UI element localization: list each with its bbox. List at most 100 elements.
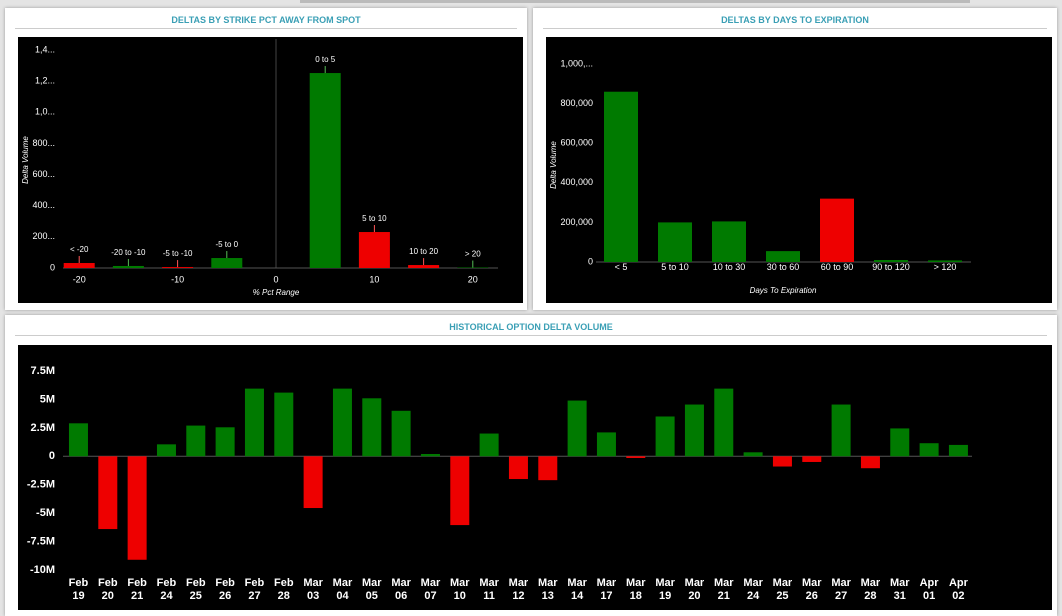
bar (479, 433, 499, 457)
bar (860, 456, 880, 469)
x-tick-label: Mar 06 (391, 577, 411, 602)
data-label: -5 to 0 (215, 240, 238, 249)
x-tick-label: 0 (273, 274, 278, 284)
rule (543, 28, 1047, 29)
x-tick-label: Mar 04 (332, 577, 353, 602)
chart: 7.5M 5M 2.5M 0 -2.5M -5M -7.5M -10M (27, 365, 972, 576)
x-tick-label: Mar 12 (508, 577, 529, 602)
bar (215, 427, 235, 457)
bar (450, 456, 470, 526)
bar (112, 265, 144, 268)
bar (928, 260, 962, 262)
x-tick-label: -20 (73, 274, 86, 284)
y-tick-label: 0 (50, 262, 55, 272)
x-tick-label: Mar 18 (625, 577, 646, 602)
x-tick-label: Mar 17 (596, 577, 617, 602)
y-tick-label: 200,000 (560, 217, 593, 227)
y-tick-label: 0 (49, 450, 55, 462)
bar (684, 404, 704, 457)
data-label: 10 to 20 (409, 247, 438, 256)
bar (658, 222, 692, 262)
y-tick-label: 1,000,... (560, 58, 593, 68)
x-tick-label: Mar 03 (303, 577, 323, 602)
y-tick-label: -2.5M (27, 479, 55, 491)
bar (714, 388, 734, 457)
bar (186, 425, 206, 457)
x-tick-label: Mar 10 (450, 577, 470, 602)
bar (63, 263, 95, 268)
bar (626, 456, 646, 458)
y-tick-label: 1,4... (35, 44, 55, 54)
y-tick-label: 200... (32, 231, 55, 241)
bar (98, 456, 118, 530)
data-label: > 20 (465, 250, 481, 259)
x-tick-label: Feb 20 (98, 577, 118, 602)
x-tick-label: Feb 26 (215, 577, 235, 602)
data-label: 0 to 5 (315, 55, 336, 64)
bar (874, 260, 908, 262)
y-tick-label: 0 (588, 256, 593, 266)
bar (508, 456, 528, 480)
bar (948, 444, 968, 457)
x-tick-label: Mar 25 (772, 577, 793, 602)
chart: 0 200... 400... 600... 800... 1,0... 1,2... 1,4… (21, 39, 498, 297)
bar (362, 398, 382, 457)
x-tick-label: Mar 26 (801, 577, 822, 602)
data-label: -20 to -10 (111, 248, 146, 257)
x-tick-label: Mar 20 (684, 577, 705, 602)
x-tick-label: Apr 01 (919, 577, 939, 602)
plot-area: 0 200... 400... 600... 800... 1,0... 1,2... 1,4… (18, 37, 523, 303)
bar (156, 444, 176, 457)
y-axis-title: Delta Volume (549, 141, 558, 189)
bar (162, 267, 194, 268)
x-tick-label: Mar 13 (538, 577, 558, 602)
x-tick-label: Mar 24 (743, 577, 763, 602)
y-tick-label: 1,0... (35, 107, 55, 117)
x-tick-label: Mar 14 (567, 577, 587, 602)
x-tick-label: Feb 19 (68, 577, 89, 602)
data-label: 5 to 10 (362, 214, 387, 223)
y-axis-title: Delta Volume (21, 136, 30, 184)
x-tick-label: Apr 02 (948, 577, 968, 602)
plot-area: 7.5M 5M 2.5M 0 -2.5M -5M -7.5M -10M Feb 19 Feb 20… (18, 345, 1052, 610)
top-strip (300, 0, 970, 3)
rule (15, 28, 517, 29)
bar (358, 232, 390, 268)
x-tick-label: Feb 25 (186, 577, 206, 602)
bar (391, 410, 411, 457)
x-tick-label: Mar 31 (889, 577, 910, 602)
bar (831, 404, 851, 457)
y-tick-label: -7.5M (27, 535, 55, 547)
x-tick-label: 10 to 30 (712, 262, 746, 272)
bar (127, 456, 147, 560)
x-tick-label: 60 to 90 (820, 262, 854, 272)
x-tick-label: Mar 11 (479, 577, 499, 602)
bar (743, 452, 763, 457)
bar (408, 265, 440, 268)
x-tick-label: Feb 21 (127, 577, 147, 602)
x-tick-label: 5 to 10 (661, 262, 689, 272)
x-tick-label: Mar 05 (362, 577, 382, 602)
bar (244, 388, 264, 457)
y-tick-label: 600... (32, 169, 55, 179)
x-tick-label: Mar 21 (713, 577, 734, 602)
chart-title: HISTORICAL OPTION DELTA VOLUME (449, 322, 613, 332)
y-tick-label: 1,2... (35, 76, 55, 86)
x-tick-label: Feb 28 (274, 577, 294, 602)
x-tick-label: Feb 24 (156, 577, 177, 602)
y-tick-label: 400,000 (560, 177, 593, 187)
x-tick-label: -10 (171, 274, 184, 284)
y-tick-label: 800,000 (560, 98, 593, 108)
bar (211, 258, 243, 268)
bar (712, 221, 746, 262)
x-tick-label: Mar 27 (831, 577, 851, 602)
x-tick-label: Feb 27 (244, 577, 265, 602)
y-tick-label: -5M (36, 507, 55, 519)
bar (596, 432, 616, 457)
bar (766, 251, 800, 262)
bar (655, 416, 675, 457)
plot-area: 0 200,000 400,000 600,000 800,000 1,000,... Da… (546, 37, 1052, 303)
y-tick-label: 600,000 (560, 138, 593, 148)
x-tick-label: 30 to 60 (766, 262, 800, 272)
chart-title: DELTAS BY DAYS TO EXPIRATION (721, 15, 869, 25)
